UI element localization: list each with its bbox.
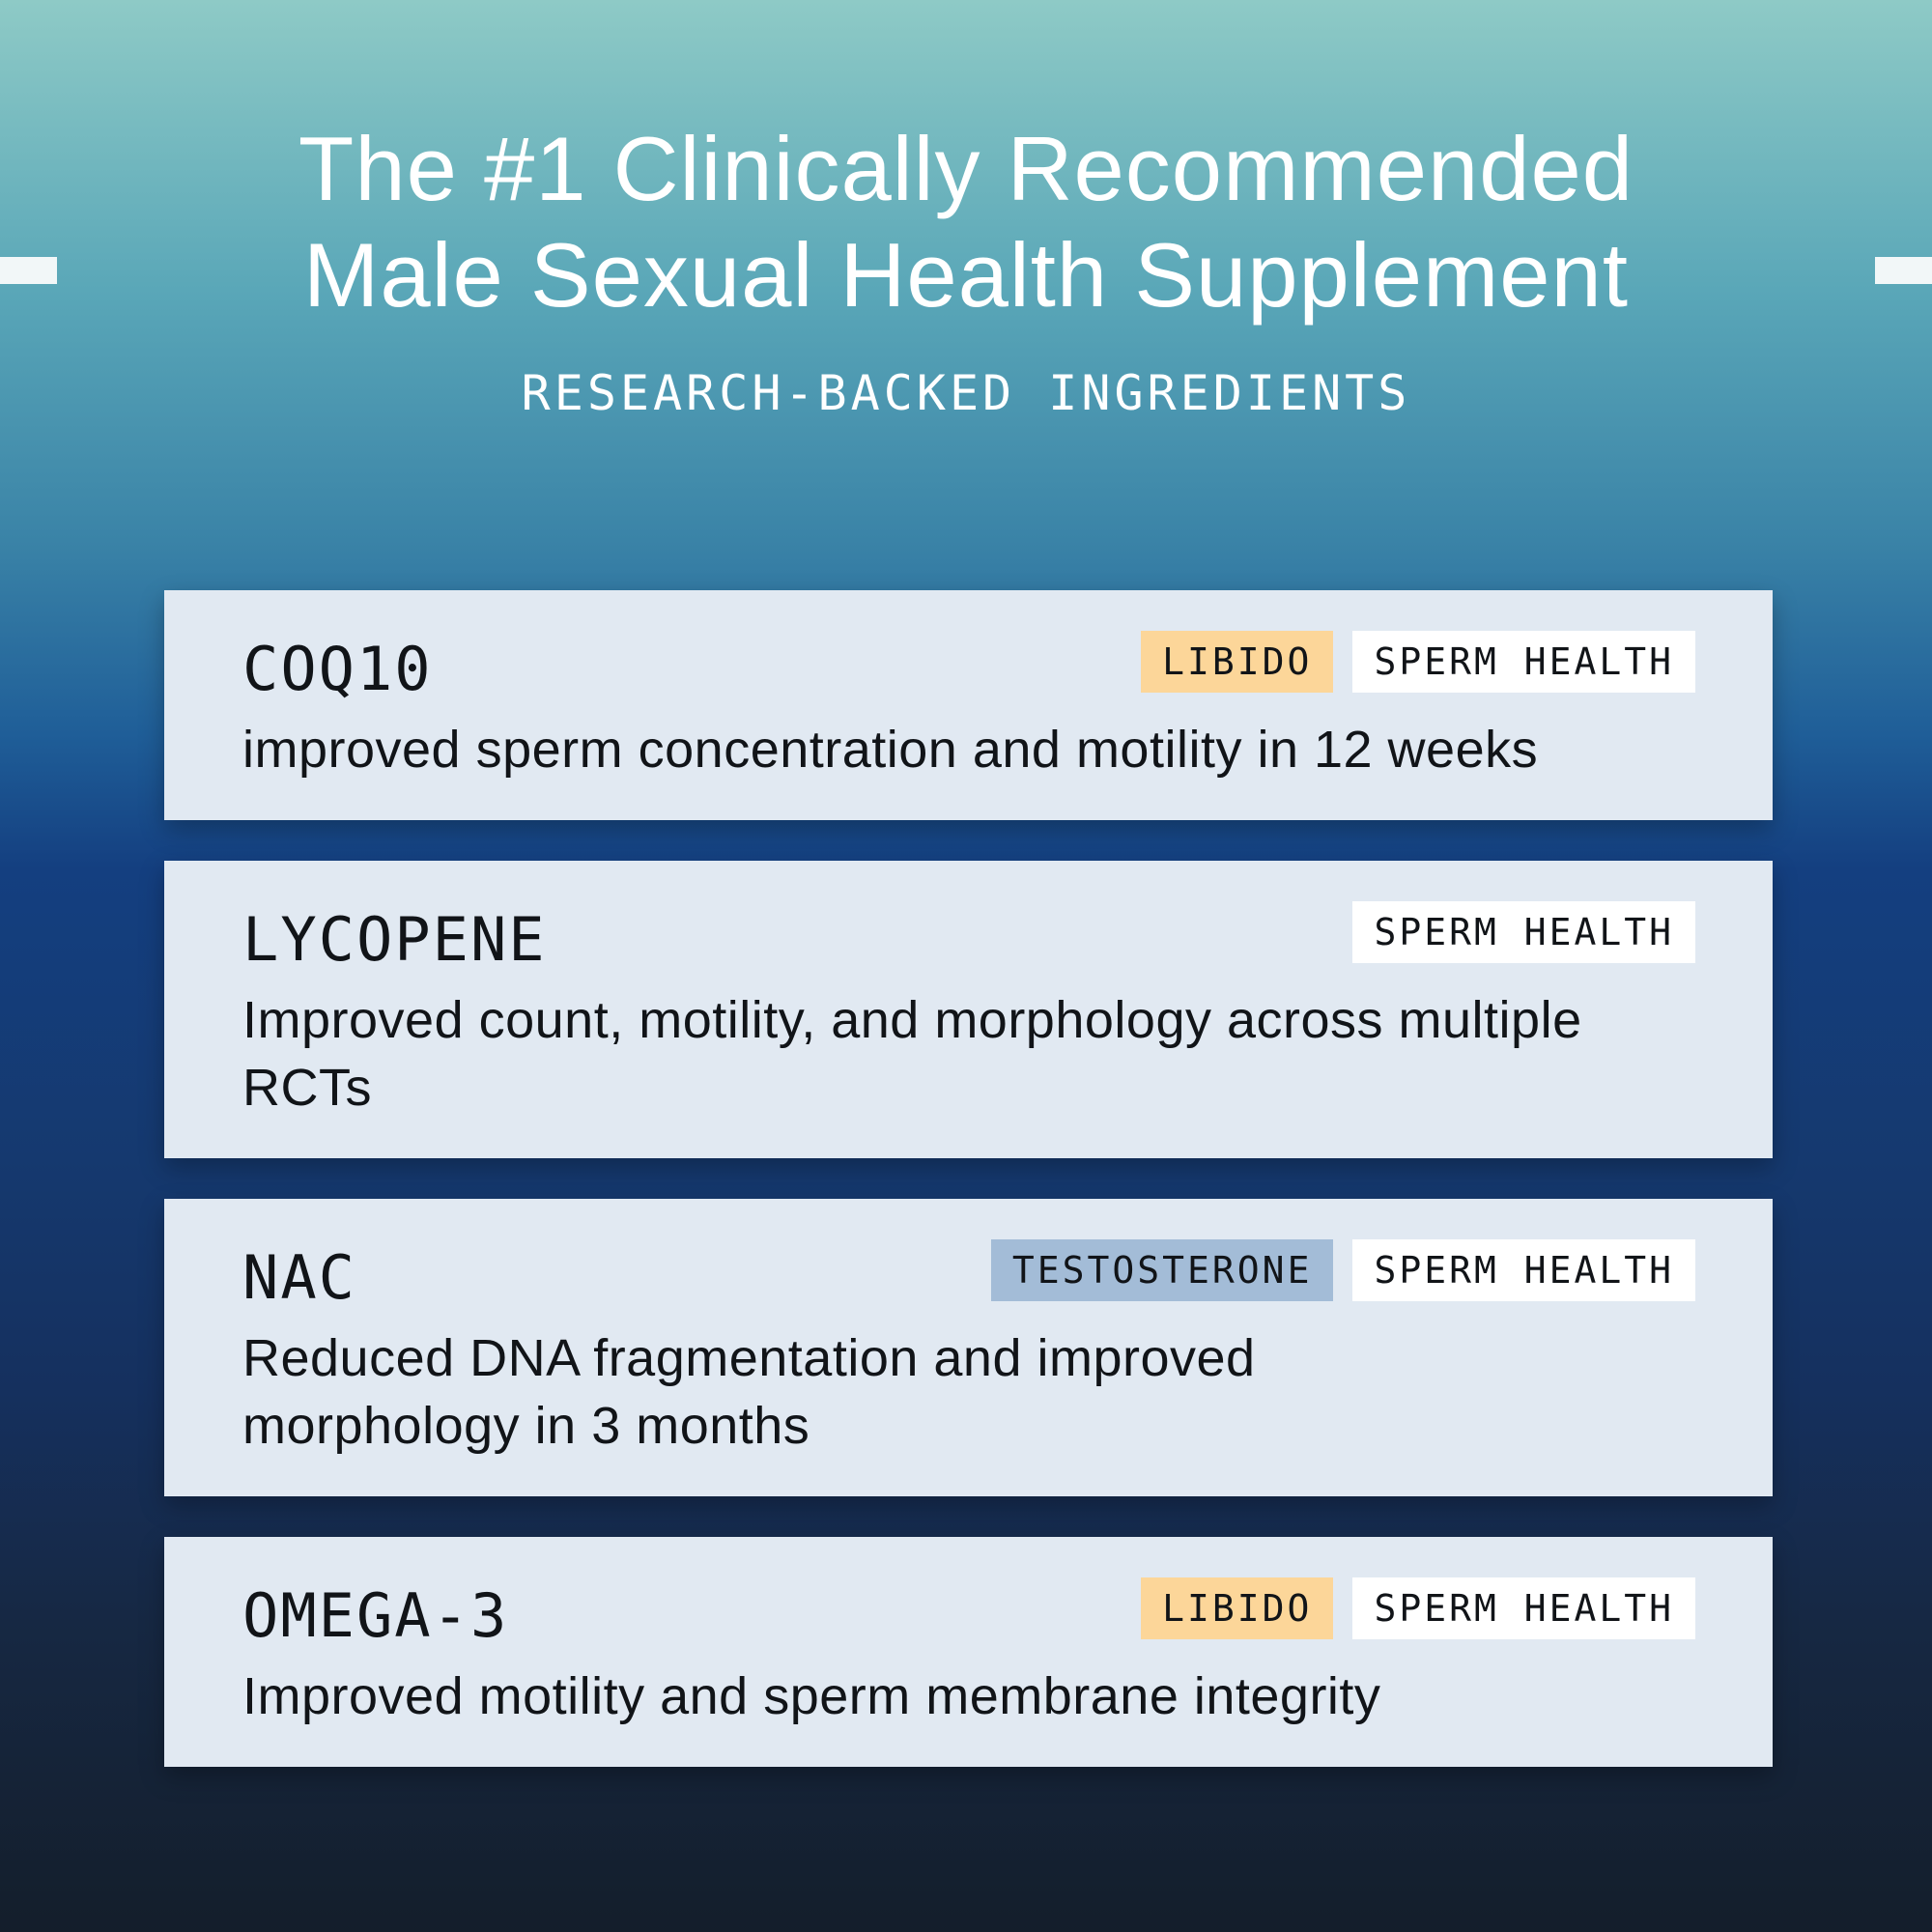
ingredient-card-coq10: COQ10 LIBIDO SPERM HEALTH improved sperm… (164, 590, 1773, 820)
tag-group: TESTOSTERONE SPERM HEALTH (990, 1239, 1695, 1301)
tag-group: SPERM HEALTH (1352, 901, 1695, 963)
ingredient-card-omega-3: OMEGA-3 LIBIDO SPERM HEALTH Improved mot… (164, 1537, 1773, 1767)
tag-group: LIBIDO SPERM HEALTH (1141, 631, 1695, 693)
ingredient-name: COQ10 (242, 634, 433, 704)
ingredient-description: Reduced DNA fragmentation and improved m… (242, 1329, 1256, 1455)
ingredient-card-lycopene: LYCOPENE SPERM HEALTH Improved count, mo… (164, 861, 1773, 1158)
headline: The #1 Clinically Recommended Male Sexua… (97, 116, 1835, 328)
right-dash-decoration (1875, 257, 1932, 284)
tag-sperm-health: SPERM HEALTH (1352, 631, 1695, 693)
ingredient-name: OMEGA-3 (242, 1580, 509, 1651)
tag-sperm-health: SPERM HEALTH (1352, 901, 1695, 963)
tag-testosterone: TESTOSTERONE (990, 1239, 1334, 1301)
headline-line-2: Male Sexual Health Supplement (303, 224, 1629, 326)
ingredient-description: Improved motility and sperm membrane int… (242, 1667, 1381, 1725)
tag-libido: LIBIDO (1141, 631, 1334, 693)
ingredient-name: NAC (242, 1242, 356, 1313)
tag-libido: LIBIDO (1141, 1577, 1334, 1639)
ingredient-name: LYCOPENE (242, 904, 547, 975)
tag-sperm-health: SPERM HEALTH (1352, 1239, 1695, 1301)
left-dash-decoration (0, 257, 57, 284)
ingredient-card-nac: NAC TESTOSTERONE SPERM HEALTH Reduced DN… (164, 1199, 1773, 1496)
ingredient-description: Improved count, motility, and morphology… (242, 991, 1582, 1117)
subheading: RESEARCH-BACKED INGREDIENTS (521, 365, 1411, 421)
ingredient-description: improved sperm concentration and motilit… (242, 721, 1539, 779)
tag-group: LIBIDO SPERM HEALTH (1141, 1577, 1695, 1639)
tag-sperm-health: SPERM HEALTH (1352, 1577, 1695, 1639)
headline-line-1: The #1 Clinically Recommended (298, 118, 1634, 219)
